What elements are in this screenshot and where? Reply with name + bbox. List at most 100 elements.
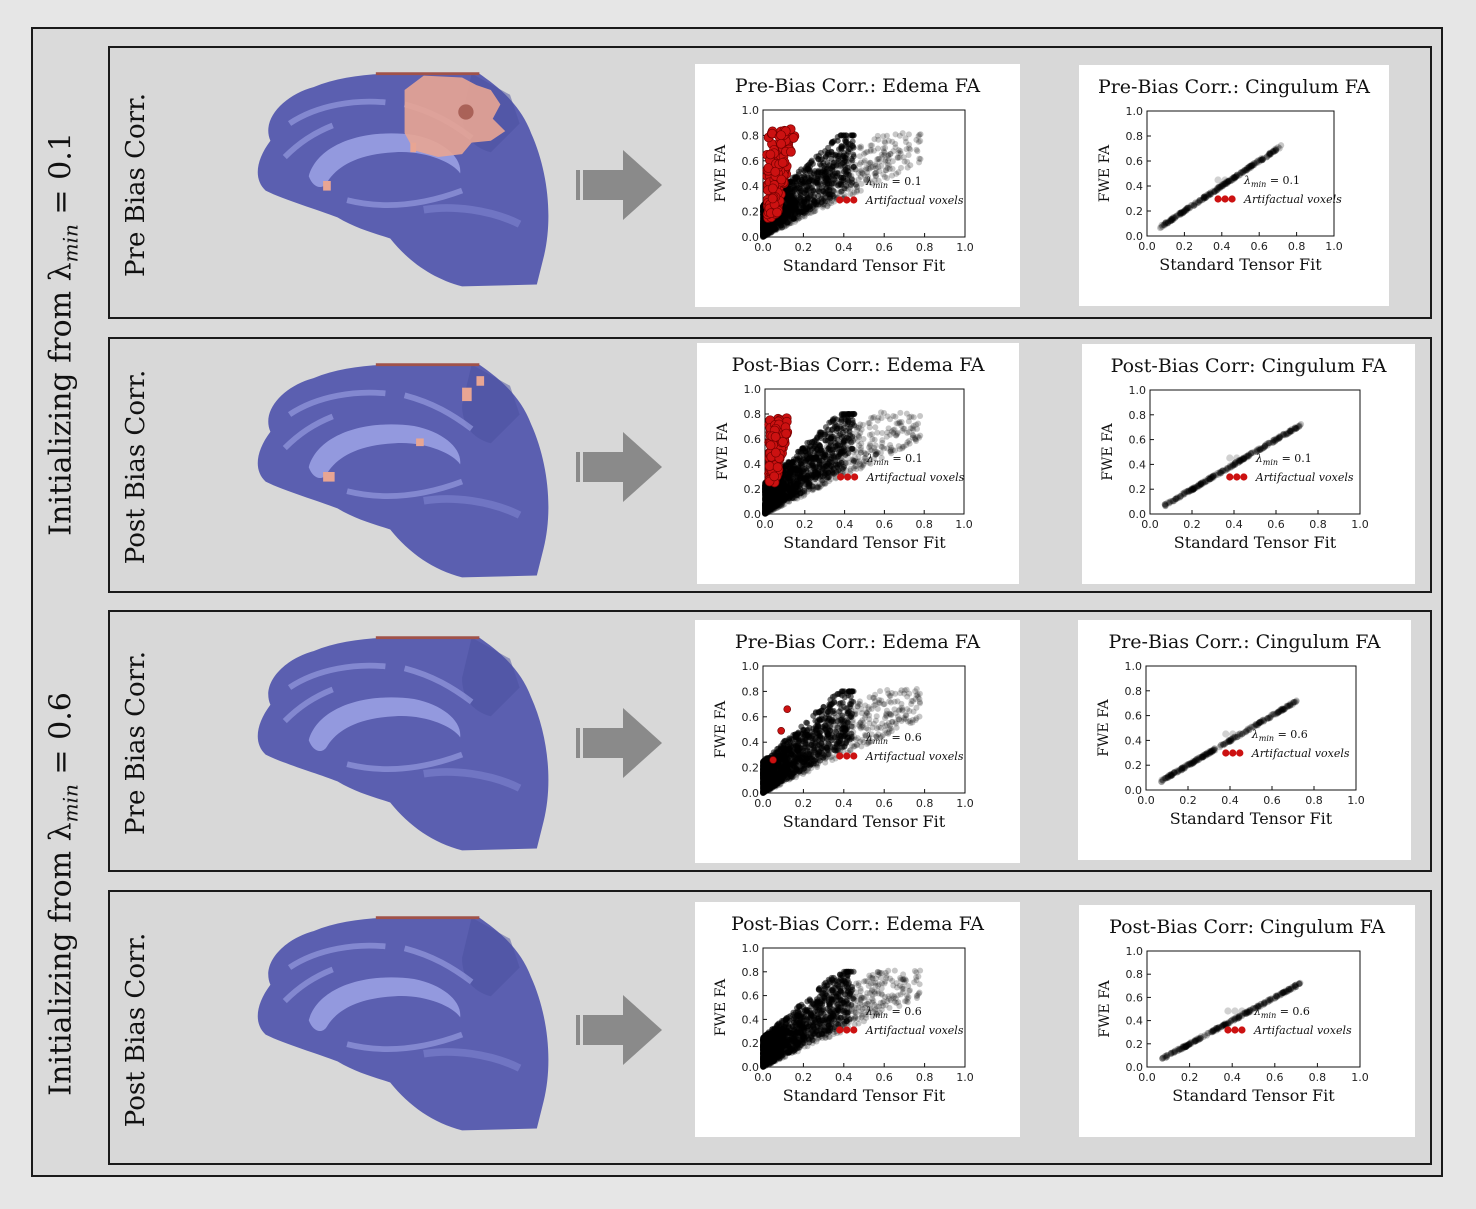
data-point: [1191, 200, 1198, 207]
data-point: [1253, 447, 1261, 454]
data-point: [910, 698, 917, 705]
data-point: [1166, 499, 1173, 506]
data-point: [899, 427, 906, 434]
data-point: [831, 198, 838, 205]
data-point: [845, 148, 852, 155]
data-point: [875, 177, 882, 184]
data-point: [1221, 467, 1229, 474]
group-label-sub: min: [58, 224, 83, 263]
data-point: [1173, 212, 1180, 219]
data-point: [1267, 439, 1274, 447]
data-point: [911, 435, 918, 442]
data-point: [1293, 425, 1300, 432]
data-point: [874, 145, 881, 152]
data-point: [888, 428, 895, 435]
legend-marker: [1228, 195, 1236, 203]
data-point: [1270, 148, 1277, 155]
data-point: [859, 170, 866, 177]
legend-label: λmin = 0.1: [865, 175, 922, 190]
data-point: [762, 491, 769, 498]
data-point: [875, 164, 882, 171]
data-point: [861, 449, 868, 456]
data-point: [1206, 191, 1213, 198]
data-point: [1247, 450, 1255, 457]
data-point: [1272, 147, 1280, 154]
data-point: [901, 687, 908, 694]
data-point: [821, 480, 828, 487]
data-point: [881, 173, 888, 180]
data-point: [1224, 180, 1231, 187]
data-point: [1244, 453, 1251, 460]
data-point: [887, 150, 894, 157]
data-point: [871, 436, 878, 443]
data-point: [866, 165, 873, 172]
data-point: [1177, 493, 1184, 500]
data-point: [1164, 220, 1172, 227]
data-point: [1189, 486, 1197, 493]
data-point: [1203, 191, 1211, 199]
data-point: [814, 484, 821, 491]
data-point: [1190, 485, 1197, 493]
cerebellum-band: [423, 204, 522, 228]
data-point: [866, 177, 873, 184]
data-point: [869, 436, 876, 443]
data-point: [879, 153, 886, 160]
data-point: [865, 704, 872, 711]
data-point: [854, 703, 861, 710]
row-label-text: Pre Bias Corr.: [121, 92, 151, 277]
data-point: [909, 716, 916, 723]
data-point: [842, 137, 849, 144]
scatter-chart: Pre-Bias Corr.: Cingulum FA0.0 0.2 0.4 0.6 0…: [1097, 76, 1370, 274]
legend-marker: [1233, 473, 1241, 481]
data-point: [889, 138, 896, 145]
chart-title: Pre-Bias Corr.: Cingulum FA: [1098, 76, 1370, 98]
data-point: [906, 437, 913, 444]
data-point: [1201, 194, 1209, 202]
data-point: [1190, 484, 1197, 492]
data-point: [1169, 216, 1177, 223]
data-point: [1219, 181, 1226, 188]
data-point: [865, 739, 872, 746]
data-point: [1217, 470, 1224, 477]
data-point: [873, 448, 880, 455]
data-point: [861, 157, 868, 164]
data-point: [867, 146, 874, 153]
data-point: [825, 144, 832, 151]
data-point: [1178, 209, 1185, 216]
data-point: [870, 164, 877, 171]
data-point: [1164, 499, 1171, 506]
data-point: [1194, 482, 1202, 489]
data-point: [861, 714, 868, 721]
data-point: [882, 139, 889, 146]
white-matter: [282, 389, 474, 500]
data-point: [846, 411, 853, 418]
data-point: [894, 431, 901, 438]
data-point: [1263, 153, 1271, 160]
data-point: [1161, 222, 1169, 229]
data-point: [1218, 183, 1225, 190]
data-point: [1229, 462, 1236, 469]
data-point: [1255, 445, 1263, 452]
data-point: [892, 719, 899, 726]
data-point: [878, 151, 885, 158]
data-point: [865, 173, 872, 180]
data-point: [886, 162, 893, 169]
data-point: [905, 418, 912, 425]
scatter-points: [760, 685, 923, 796]
data-point: [843, 427, 850, 434]
data-point: [858, 180, 865, 187]
data-point: [787, 202, 794, 209]
data-point: [1240, 455, 1247, 462]
artifact-spot: [323, 181, 331, 191]
data-point: [829, 470, 836, 477]
data-point: [1247, 450, 1254, 457]
data-point: [1219, 182, 1226, 190]
corpus-callosum: [308, 977, 461, 1032]
y-tick-label: 0.4: [744, 458, 762, 471]
data-point: [1275, 143, 1282, 151]
data-point: [1249, 162, 1256, 169]
right-arrow-icon: [576, 432, 662, 502]
data-point: [832, 461, 839, 468]
data-point: [1224, 465, 1231, 473]
data-point: [889, 172, 896, 179]
